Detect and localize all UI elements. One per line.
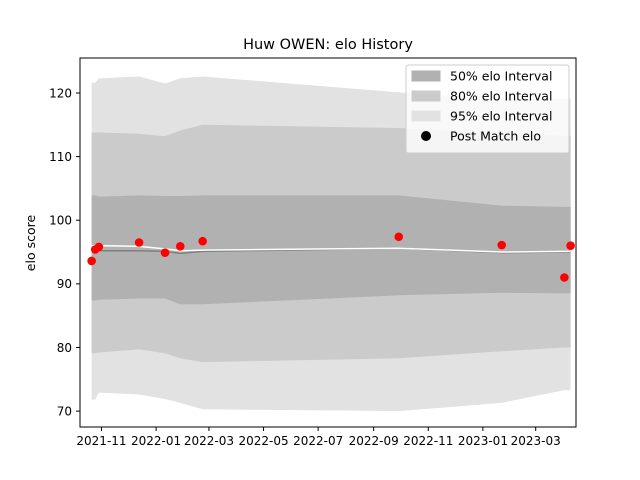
- plot-frame: [79, 57, 577, 428]
- legend-label: 50% elo Interval: [450, 69, 552, 84]
- legend-label: Post Match elo: [450, 129, 541, 144]
- post-match-point: [560, 273, 569, 282]
- legend-label: 95% elo Interval: [450, 109, 552, 124]
- post-match-point: [160, 248, 170, 257]
- y-axis-label: elo score: [23, 215, 38, 272]
- legend-marker: [421, 131, 431, 141]
- plot-area: [79, 57, 577, 428]
- legend-swatch: [411, 90, 441, 102]
- chart-title: Huw OWEN: elo History: [243, 37, 413, 53]
- x-tick-label: 2022-11: [403, 434, 453, 448]
- post-match-point: [175, 242, 185, 251]
- post-match-point: [94, 242, 104, 252]
- post-match-point: [394, 232, 404, 242]
- x-tick-label: 2022-09: [349, 434, 399, 448]
- post-match-point: [87, 256, 96, 266]
- post-match-point: [134, 238, 144, 247]
- post-match-point: [497, 240, 506, 250]
- y-tick-label: 110: [49, 150, 72, 164]
- legend-label: 80% elo Interval: [450, 89, 552, 104]
- x-tick-label: 2022-03: [184, 434, 234, 448]
- x-tick-label: 2023-01: [458, 434, 508, 448]
- post-match-point: [566, 241, 575, 250]
- y-axis: 70 80 90 100 110 120: [49, 86, 80, 418]
- y-tick-label: 120: [49, 86, 72, 100]
- x-tick-label: 2021-11: [76, 434, 126, 448]
- legend-swatch: [411, 70, 441, 82]
- x-axis: 2021-11 2022-01 2022-03 2022-05 2022-07 2022-…: [76, 427, 561, 448]
- x-tick-label: 2022-05: [238, 434, 288, 448]
- y-tick-label: 80: [57, 341, 72, 355]
- post-match-point: [198, 236, 207, 246]
- legend-box: [405, 64, 570, 154]
- legend: 50% elo Interval 80% elo Interval 95% elo …: [405, 64, 570, 154]
- x-tick-label: 2023-03: [511, 434, 561, 448]
- y-tick-label: 70: [57, 404, 72, 418]
- x-tick-label: 2022-07: [293, 434, 343, 448]
- y-tick-label: 100: [49, 214, 72, 228]
- x-tick-label: 2022-01: [131, 434, 181, 448]
- legend-swatch: [411, 110, 441, 122]
- y-tick-label: 90: [57, 277, 72, 291]
